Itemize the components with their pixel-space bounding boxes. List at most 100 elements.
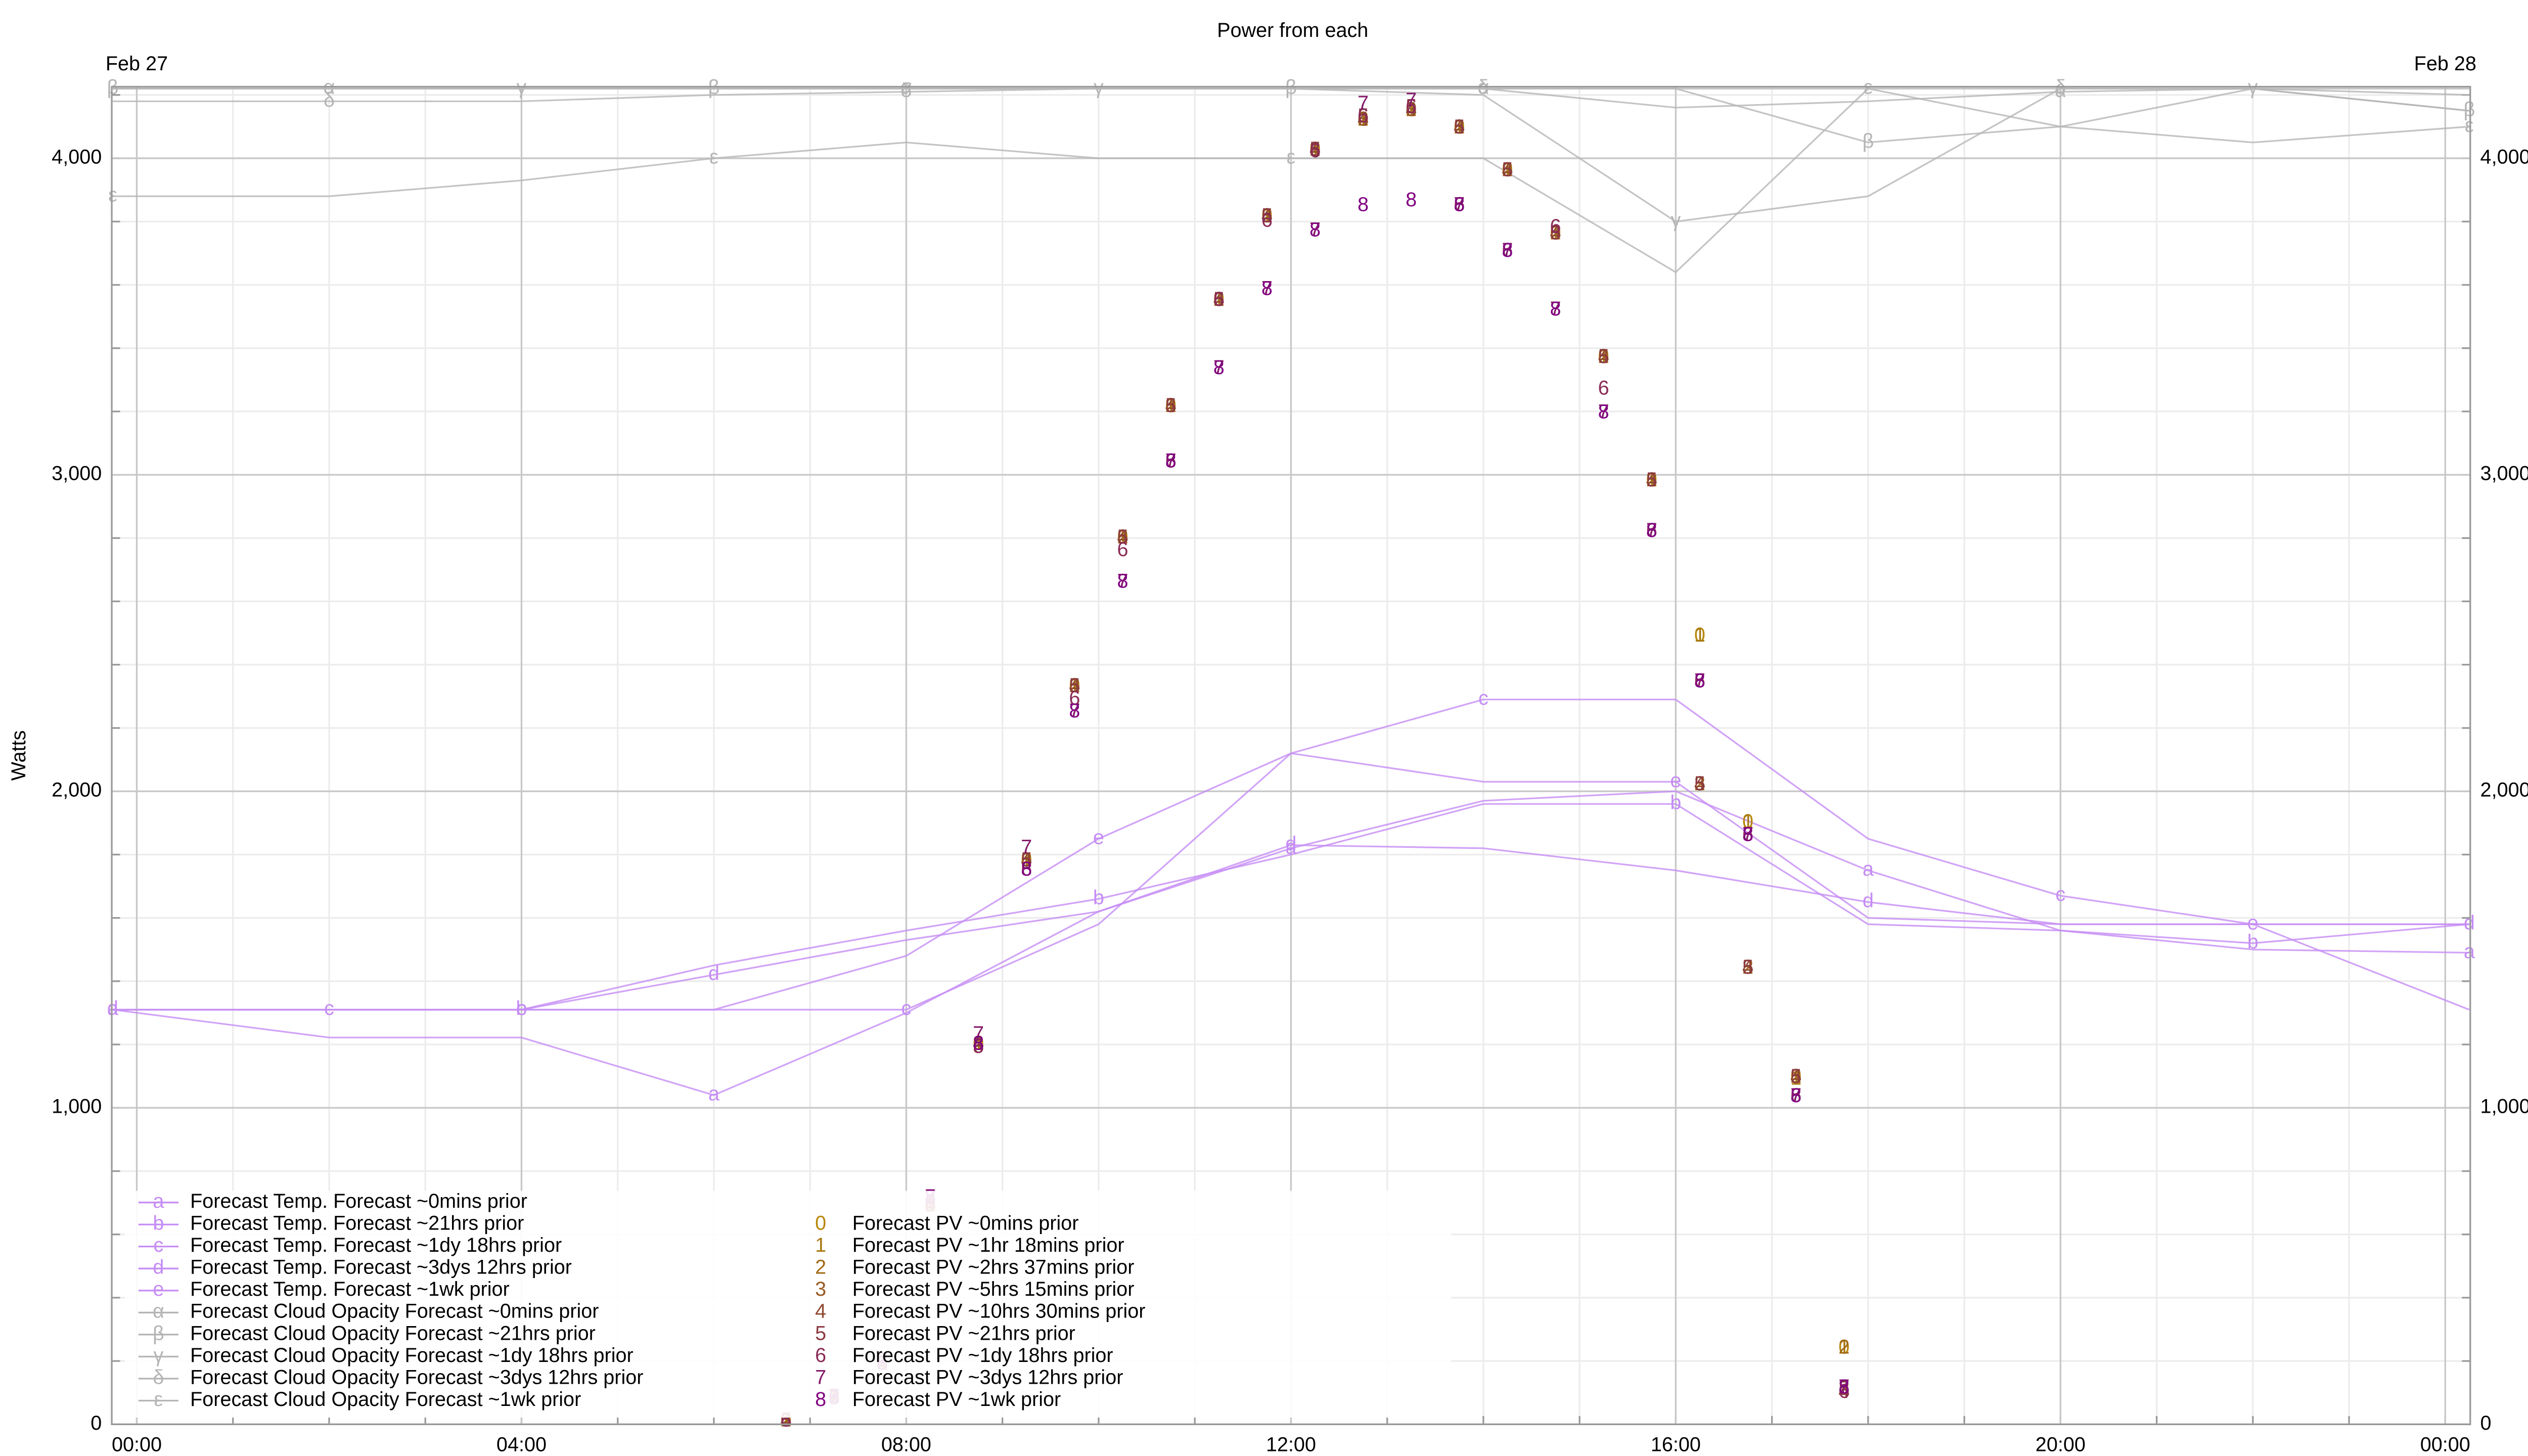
series-marker: c xyxy=(2055,883,2065,905)
legend-marker: γ xyxy=(154,1344,164,1367)
series-marker: e xyxy=(1670,769,1681,792)
data-point: 3 xyxy=(1742,956,1753,978)
legend-marker: δ xyxy=(153,1366,164,1388)
legend-label: Forecast Cloud Opacity Forecast ~1wk pri… xyxy=(190,1388,581,1410)
data-point: 8 xyxy=(1838,1376,1849,1398)
data-point: 8 xyxy=(1502,239,1513,261)
data-point: 4 xyxy=(973,1032,984,1054)
data-point: 2 xyxy=(1358,108,1369,130)
data-point: 0 xyxy=(1261,204,1273,226)
x-tick-label: 20:00 xyxy=(2036,1434,2086,1456)
x-tick-label: 00:00 xyxy=(112,1434,162,1456)
legend-marker: ε xyxy=(154,1388,163,1410)
legend: a Forecast Temp. Forecast ~0mins prior b Fo… xyxy=(125,1190,1452,1418)
legend-label: Forecast Temp. Forecast ~0mins prior xyxy=(190,1190,527,1212)
data-point: 8 xyxy=(1454,193,1465,215)
data-point: 0 xyxy=(1502,159,1513,181)
legend-marker: a xyxy=(153,1190,164,1212)
legend-label: Forecast Temp. Forecast ~21hrs prior xyxy=(190,1212,524,1235)
series-marker: b xyxy=(1093,886,1104,908)
data-point: 1 xyxy=(1069,674,1080,697)
data-point: 1 xyxy=(1165,394,1177,417)
data-point: 4 xyxy=(1165,394,1177,417)
data-point: 7 xyxy=(1646,519,1657,541)
data-point: 3 xyxy=(1261,204,1273,226)
data-point: 6 xyxy=(1502,239,1513,261)
data-point: 8 xyxy=(1358,193,1369,215)
data-point: 0 xyxy=(1165,394,1177,417)
data-point: 3 xyxy=(1021,848,1032,871)
data-point: 4 xyxy=(1742,956,1753,978)
data-point: 2 xyxy=(1550,222,1561,244)
data-point: 5 xyxy=(1790,1065,1801,1087)
data-point: 0 xyxy=(1310,138,1321,160)
y2-tick-label: 1,000 xyxy=(2480,1096,2528,1118)
data-point: 4 xyxy=(1358,108,1369,130)
grid: 00:00 04:00 08:00 12:00 16:00 20:00 00:00 Feb 2… xyxy=(52,53,2528,1456)
data-point: 8 xyxy=(1742,823,1753,845)
legend-label: Forecast PV ~5hrs 15mins prior xyxy=(852,1278,1135,1300)
data-point: 3 xyxy=(1165,394,1177,417)
data-point: 1 xyxy=(1358,108,1369,130)
legend-marker: 4 xyxy=(815,1300,826,1323)
series-marker: d xyxy=(107,997,118,1020)
legend-marker: b xyxy=(153,1212,164,1235)
data-point: 2 xyxy=(1021,848,1032,871)
data-point: 4 xyxy=(1310,138,1321,160)
data-point: 3 xyxy=(973,1032,984,1054)
legend-label: Forecast PV ~21hrs prior xyxy=(852,1322,1075,1344)
data-point: 2 xyxy=(1502,159,1513,181)
series-marker: d xyxy=(708,963,719,985)
data-point: 6 xyxy=(1598,377,1609,399)
data-point: 0 xyxy=(1358,108,1369,130)
legend-marker: β xyxy=(153,1322,164,1344)
data-point: 4 xyxy=(1646,469,1657,491)
data-point: 2 xyxy=(1790,1065,1801,1087)
data-point: 6 xyxy=(1117,538,1128,561)
series-marker: ε xyxy=(709,146,718,168)
data-point: 5 xyxy=(1261,204,1273,226)
date-label: Feb 27 xyxy=(106,53,168,75)
data-point: 3 xyxy=(1502,159,1513,181)
data-point: 6 xyxy=(1742,823,1753,845)
data-point: 6 xyxy=(1838,1380,1849,1402)
data-point: 4 xyxy=(1598,345,1609,368)
data-point: 3 xyxy=(1117,526,1128,548)
data-point: 7 xyxy=(1598,400,1609,423)
series-marker: d xyxy=(2464,912,2475,934)
data-point: 6 xyxy=(1646,519,1657,541)
data-point: 3 xyxy=(1646,469,1657,491)
data-point: 8 xyxy=(1310,218,1321,241)
data-point: 0 xyxy=(1550,222,1561,244)
series-marker: d xyxy=(1285,833,1296,855)
data-point: 5 xyxy=(1117,526,1128,548)
series-marker: b xyxy=(2247,931,2259,953)
data-point: 3 xyxy=(1358,108,1369,130)
data-point: 6 xyxy=(1406,95,1417,117)
series-marker: e xyxy=(516,997,527,1020)
data-point: 5 xyxy=(1406,95,1417,117)
data-point: 4 xyxy=(1069,674,1080,697)
legend-marker: 3 xyxy=(815,1278,826,1300)
data-point: 8 xyxy=(1213,356,1225,379)
y2-tick-label: 0 xyxy=(2480,1412,2492,1434)
data-point: 4 xyxy=(1261,204,1273,226)
legend-label: Forecast Cloud Opacity Forecast ~0mins p… xyxy=(190,1300,599,1323)
legend-label: Forecast Temp. Forecast ~1dy 18hrs prior xyxy=(190,1234,562,1256)
date-label: Feb 28 xyxy=(2414,53,2476,75)
data-point: 3 xyxy=(1454,116,1465,138)
data-point: 7 xyxy=(1694,670,1705,692)
data-point: 3 xyxy=(1694,772,1705,795)
y-tick-label: 4,000 xyxy=(52,146,102,168)
data-point: 4 xyxy=(1694,772,1705,795)
legend-marker: e xyxy=(153,1278,164,1300)
data-point: 7 xyxy=(1310,218,1321,241)
legend-marker: 2 xyxy=(815,1256,826,1279)
data-point: 8 xyxy=(1790,1084,1801,1107)
legend-label: Forecast PV ~1hr 18mins prior xyxy=(852,1234,1124,1256)
data-point: 6 xyxy=(1790,1084,1801,1107)
legend-label: Forecast Temp. Forecast ~3dys 12hrs prio… xyxy=(190,1256,572,1279)
